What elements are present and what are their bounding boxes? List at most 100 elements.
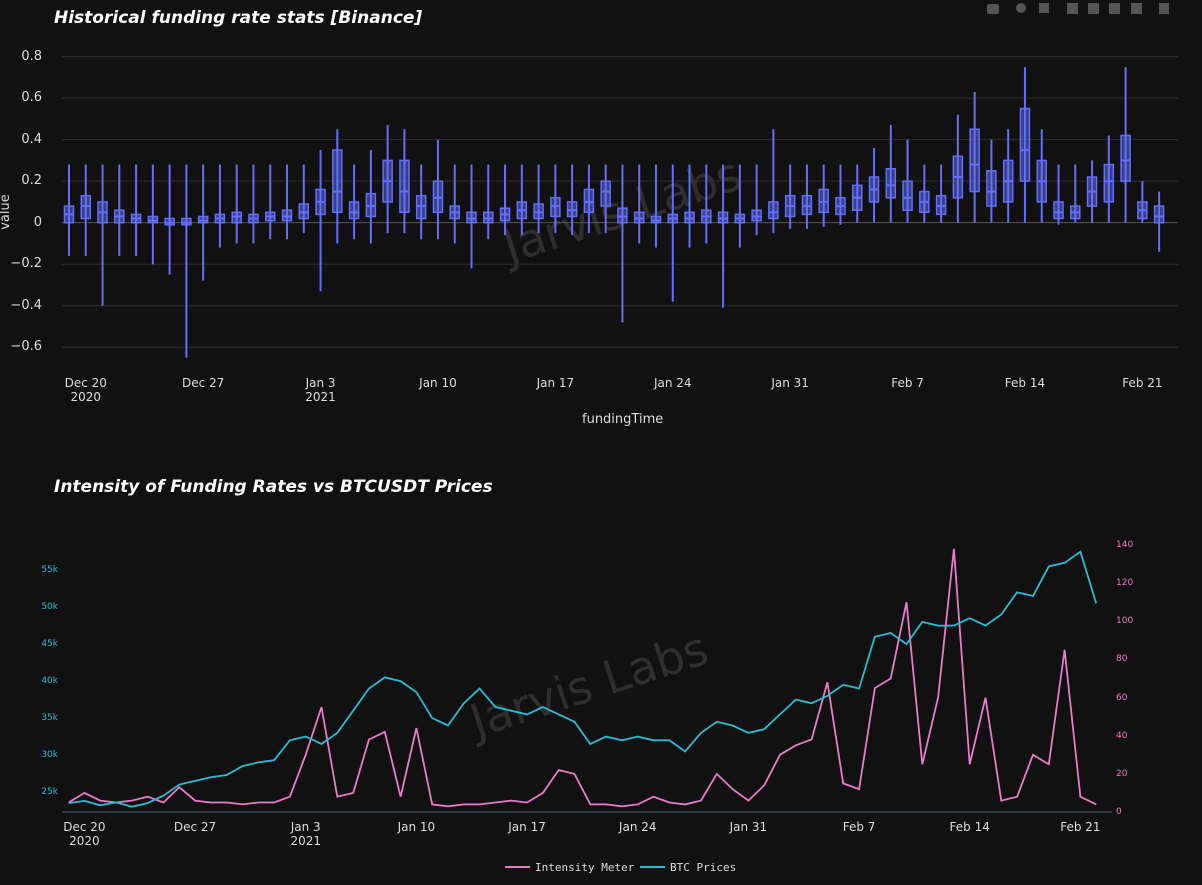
x-tick-label: Dec 20 2020 — [64, 376, 107, 404]
x-tick-label: Feb 7 — [891, 376, 924, 390]
box — [935, 194, 947, 216]
box — [231, 211, 242, 224]
box — [332, 149, 343, 214]
chart-title: Intensity of Funding Rates vs BTCUSDT Pr… — [54, 477, 493, 497]
box — [533, 203, 544, 220]
y-tick-label: 0 — [33, 214, 42, 230]
box — [566, 201, 578, 218]
x-tick-label: Feb 14 — [949, 820, 990, 834]
autoscale-icon[interactable] — [1109, 3, 1120, 14]
box — [399, 159, 410, 214]
x-tick-label: Jan 31 — [729, 820, 768, 834]
camera-icon[interactable] — [987, 4, 999, 14]
y2-tick-label: 100 — [1116, 616, 1134, 627]
x-tick-label: Jan 24 — [653, 376, 692, 390]
y-tick-label: 55k — [41, 565, 58, 576]
y-tick-label: −0.6 — [10, 339, 42, 355]
y-tick-label: 40k — [41, 676, 58, 687]
y2-tick-label: 60 — [1116, 692, 1128, 703]
x-tick-label: Jan 3 2021 — [305, 376, 336, 404]
x-tick-label: Jan 17 — [508, 820, 546, 834]
x-tick-label: Jan 10 — [397, 820, 436, 834]
box — [415, 194, 427, 220]
y2-tick-label: 0 — [1116, 807, 1122, 817]
box — [1103, 163, 1115, 203]
box — [768, 201, 779, 220]
x-tick-label: Jan 17 — [536, 376, 575, 390]
zoom-out-icon[interactable] — [1088, 3, 1099, 14]
y-tick-label: 0.8 — [21, 48, 42, 64]
y-tick-label: 0.6 — [21, 90, 42, 106]
x-tick-label: Feb 7 — [842, 820, 876, 834]
toolbar — [987, 3, 1169, 14]
box — [902, 180, 913, 211]
watermark: Jarvis Labs — [461, 621, 715, 749]
box — [600, 180, 611, 207]
x-tick-label: Jan 10 — [419, 376, 457, 390]
box — [818, 188, 829, 214]
box — [801, 194, 813, 216]
box — [684, 211, 695, 224]
box — [365, 192, 377, 218]
y2-tick-label: 140 — [1116, 540, 1134, 550]
box — [181, 217, 192, 226]
box — [281, 209, 293, 222]
y-axis-label: value — [0, 194, 13, 230]
box — [147, 215, 159, 224]
y2-tick-label: 80 — [1116, 654, 1128, 665]
x-axis-label: fundingTime — [582, 412, 664, 427]
x-tick-label: Feb 14 — [1004, 376, 1046, 390]
y-tick-label: 0.2 — [21, 173, 42, 189]
x-tick-label: Feb 21 — [1122, 376, 1163, 390]
box — [348, 201, 360, 220]
y2-tick-label: 20 — [1116, 768, 1128, 779]
box — [1120, 134, 1131, 182]
x-tick-label: Jan 31 — [771, 376, 809, 390]
legend-label: BTC Prices — [670, 861, 736, 874]
chart-title: Historical funding rate stats [Binance] — [54, 8, 423, 28]
box — [885, 167, 897, 199]
zoom-icon[interactable] — [1016, 3, 1026, 13]
box — [164, 217, 175, 226]
box — [986, 170, 997, 207]
y-tick-label: 0.4 — [21, 131, 42, 147]
y-tick-label: −0.2 — [10, 256, 42, 272]
y2-tick-label: 40 — [1116, 730, 1128, 741]
y-tick-label: −0.4 — [10, 297, 42, 313]
y2-tick-label: 120 — [1116, 578, 1134, 589]
box — [298, 203, 310, 220]
x-tick-label: Jan 24 — [618, 820, 657, 834]
y-tick-label: 35k — [41, 713, 58, 724]
zoom-in-icon[interactable] — [1067, 3, 1078, 14]
y-tick-label: 25k — [41, 787, 58, 798]
box — [550, 197, 561, 218]
box — [197, 215, 209, 224]
y-tick-label: 30k — [41, 750, 58, 761]
box — [583, 188, 595, 214]
box — [751, 209, 762, 222]
box — [1153, 205, 1165, 224]
x-tick-label: Dec 27 — [173, 820, 217, 834]
y-tick-label: 50k — [41, 602, 58, 613]
box — [650, 215, 662, 224]
x-tick-label: Dec 20 2020 — [63, 820, 106, 848]
box — [80, 194, 92, 220]
spike-icon[interactable] — [1159, 3, 1169, 14]
box — [617, 207, 628, 224]
legend-label: Intensity Meter — [535, 861, 635, 874]
x-tick-label: Dec 27 — [182, 376, 225, 390]
x-tick-label: Jan 3 2021 — [290, 820, 321, 848]
y-tick-label: 45k — [41, 639, 58, 650]
reset-icon[interactable] — [1131, 3, 1142, 14]
box — [466, 211, 477, 224]
box — [1019, 107, 1031, 182]
box — [432, 180, 444, 214]
box — [717, 211, 729, 224]
box — [1053, 201, 1064, 220]
pan-icon[interactable] — [1039, 3, 1049, 13]
box — [483, 211, 494, 224]
box — [969, 128, 980, 193]
